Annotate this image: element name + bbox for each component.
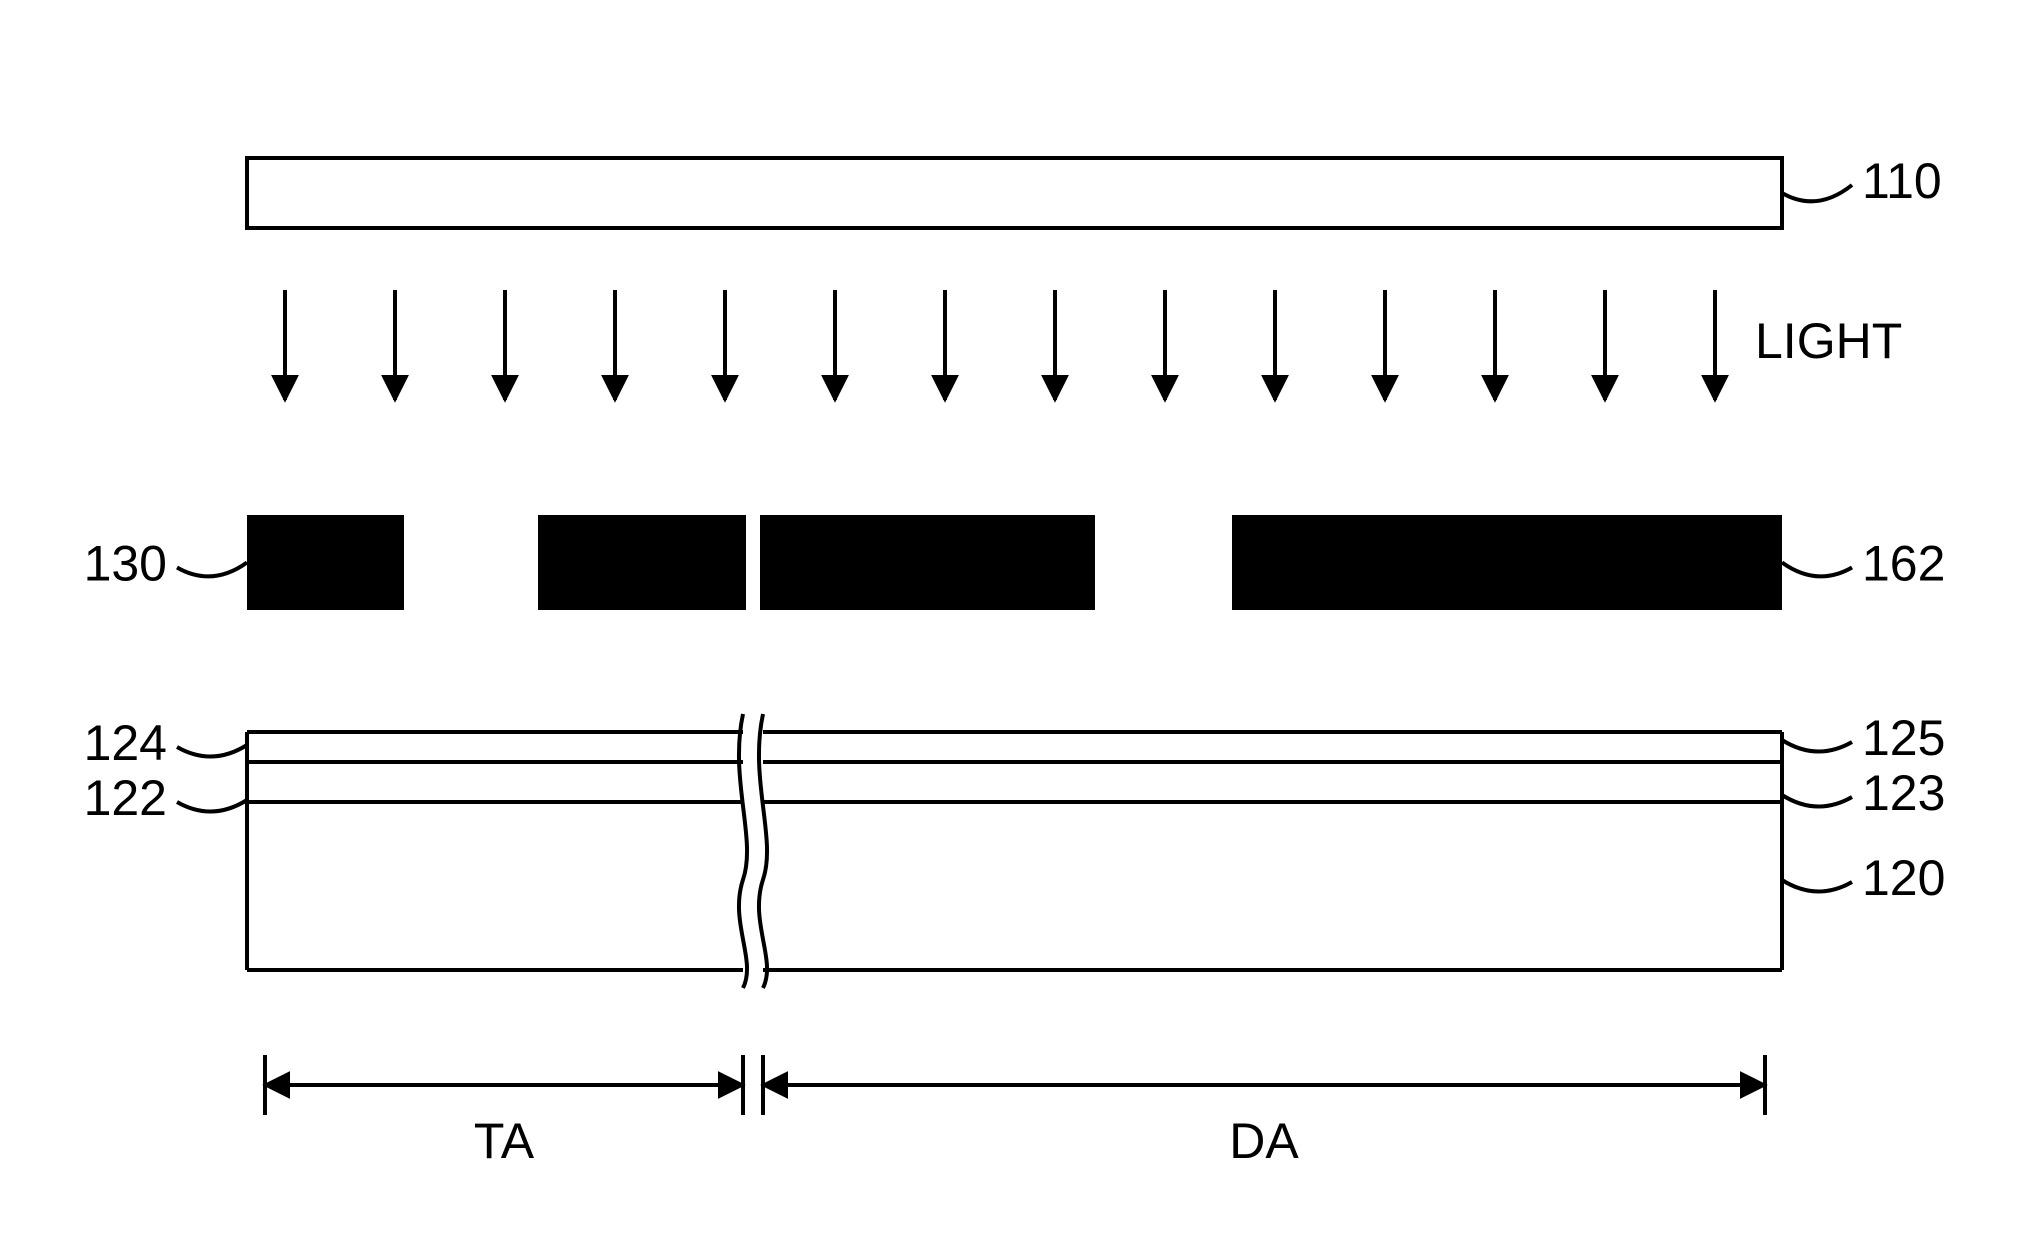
- break-line-left: [739, 714, 747, 988]
- mask-opening-ta: [404, 515, 538, 610]
- leader-124: [177, 745, 247, 757]
- light-source-rect: [247, 158, 1782, 228]
- mask-162: 162: [1862, 536, 1945, 592]
- layer-125: 125: [1862, 710, 1945, 766]
- leader-125: [1782, 740, 1852, 752]
- break-line-right: [759, 714, 767, 988]
- region-da: DA: [1229, 1113, 1299, 1169]
- leader-162: [1782, 563, 1852, 577]
- leader-110: [1782, 185, 1852, 201]
- region-ta: TA: [474, 1113, 535, 1169]
- light-source-110: 110: [1862, 153, 1942, 209]
- layer-120: 120: [1862, 850, 1945, 906]
- leader-123: [1782, 795, 1852, 807]
- leader-122: [177, 800, 247, 812]
- leader-130: [177, 563, 247, 577]
- light-label: LIGHT: [1755, 313, 1902, 369]
- mask-right: [760, 515, 1782, 610]
- mask-opening-da: [1095, 515, 1232, 610]
- leader-120: [1782, 880, 1852, 892]
- layer-124: 124: [84, 715, 167, 771]
- layer-123: 123: [1862, 765, 1945, 821]
- mask-130: 130: [84, 536, 167, 592]
- layer-122: 122: [84, 770, 167, 826]
